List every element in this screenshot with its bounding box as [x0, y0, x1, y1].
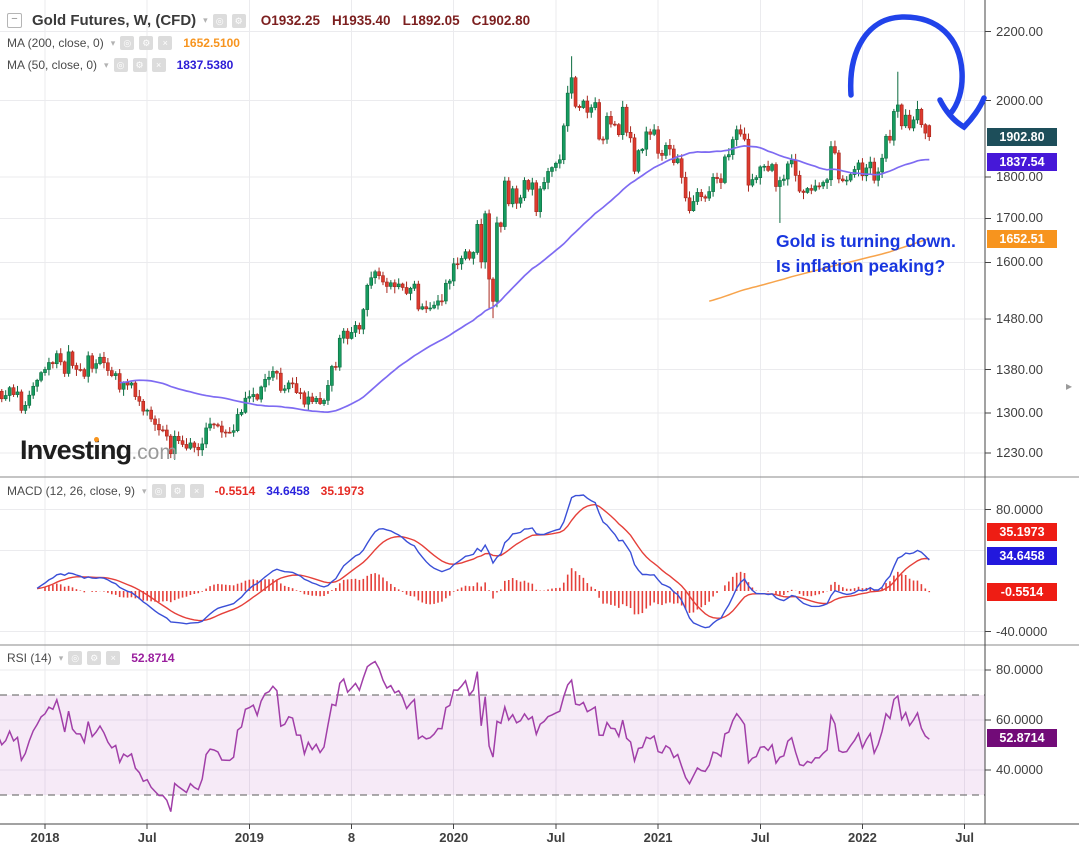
logo-orange-dot: i	[93, 435, 100, 465]
macd-tick-label: 80.0000	[996, 501, 1043, 517]
axis-price-badge: 1837.54	[987, 153, 1057, 172]
close-value: C1902.80	[471, 13, 531, 28]
time-tick-label: 2019	[234, 830, 264, 845]
scroll-right-icon[interactable]: ▸	[1066, 379, 1073, 393]
close-icon[interactable]: ×	[151, 58, 166, 72]
chevron-down-icon[interactable]: ▾	[104, 59, 109, 70]
open-value: O1932.25	[260, 13, 321, 28]
collapse-icon[interactable]: −	[7, 13, 22, 28]
macd-label[interactable]: MACD (12, 26, close, 9)	[7, 484, 136, 498]
price-tick-label: 1480.00	[996, 310, 1043, 326]
eye-icon[interactable]: ◎	[120, 36, 135, 50]
time-tick-label: 2022	[847, 830, 877, 845]
annotation-line1: Gold is turning down.	[776, 231, 956, 251]
symbol-header: − Gold Futures, W, (CFD) ▾ ◎ ⚙ O1932.25 …	[7, 12, 530, 29]
time-tick-label: Jul	[137, 830, 157, 845]
low-value: L1892.05	[402, 13, 460, 28]
chevron-down-icon[interactable]: ▾	[110, 37, 116, 48]
rsi-label[interactable]: RSI (14)	[7, 651, 52, 665]
macd-hist-value: -0.5514	[214, 484, 256, 498]
time-tick-label: Jul	[750, 830, 770, 845]
gear-icon[interactable]: ⚙	[170, 484, 185, 498]
axis-price-badge: 1652.51	[987, 229, 1057, 248]
time-tick-label: 8	[347, 830, 356, 845]
price-tick-label: 1600.00	[996, 254, 1043, 270]
price-tick-label: 2200.00	[996, 23, 1043, 39]
time-tick-label: 2021	[643, 830, 673, 845]
rsi-layer	[0, 660, 930, 812]
close-icon[interactable]: ×	[158, 36, 173, 50]
rsi-value: 52.8714	[131, 651, 175, 665]
moving-averages-layer	[119, 145, 930, 413]
gear-icon[interactable]: ⚙	[231, 13, 246, 28]
chevron-down-icon[interactable]: ▾	[142, 485, 147, 496]
time-tick-label: Jul	[546, 830, 566, 845]
macd-tick-label: -40.0000	[996, 623, 1048, 639]
symbol-title[interactable]: Gold Futures, W, (CFD)	[32, 12, 197, 29]
ma200-label[interactable]: MA (200, close, 0)	[7, 36, 104, 50]
time-tick-label: Jul	[955, 830, 975, 845]
candles-layer	[0, 56, 932, 460]
gridlines-layer	[0, 0, 985, 824]
eye-icon[interactable]: ◎	[212, 13, 227, 28]
ma50-legend-row: MA (50, close, 0) ▾ ◎ ⚙ × 1837.5380	[7, 58, 233, 72]
ma200-legend-row: MA (200, close, 0) ▾ ◎ ⚙ × 1652.5100	[7, 36, 240, 50]
close-icon[interactable]: ×	[189, 484, 204, 498]
axis-price-badge: 52.8714	[987, 728, 1057, 747]
gear-icon[interactable]: ⚙	[87, 651, 102, 665]
price-tick-label: 1300.00	[996, 404, 1043, 420]
annotation-text: Gold is turning down. Is inflation peaki…	[776, 229, 956, 279]
gear-icon[interactable]: ⚙	[132, 58, 147, 72]
close-icon[interactable]: ×	[106, 651, 121, 665]
macd-signal-value: 35.1973	[320, 484, 365, 498]
chevron-down-icon[interactable]: ▾	[58, 652, 64, 663]
annotation-arrow	[847, 14, 987, 131]
price-tick-label: 1700.00	[996, 210, 1043, 226]
axis-price-badge: -0.5514	[987, 582, 1057, 601]
annotation-line2: Is inflation peaking?	[776, 256, 946, 276]
axis-price-badge: 35.1973	[987, 523, 1057, 542]
price-tick-label: 1800.00	[996, 169, 1043, 184]
high-value: H1935.40	[332, 13, 391, 28]
macd-histogram-layer	[44, 568, 931, 615]
time-tick-label: 2020	[439, 830, 469, 845]
ma50-value: 1837.5380	[176, 58, 234, 72]
price-tick-label: 2000.00	[996, 92, 1043, 108]
ma200-value: 1652.5100	[183, 36, 240, 50]
gear-icon[interactable]: ⚙	[139, 36, 154, 50]
rsi-band	[0, 695, 985, 795]
macd-legend-row: MACD (12, 26, close, 9) ▾ ◎ ⚙ × -0.5514 …	[7, 484, 364, 498]
rsi-line	[0, 660, 930, 812]
eye-icon[interactable]: ◎	[151, 484, 166, 498]
price-tick-label: 1230.00	[996, 445, 1043, 461]
eye-icon[interactable]: ◎	[68, 651, 83, 665]
rsi-tick-label: 80.0000	[996, 662, 1043, 677]
rsi-tick-label: 60.0000	[996, 712, 1043, 727]
price-tick-label: 1380.00	[996, 361, 1043, 377]
macd-line	[36, 494, 930, 629]
axis-price-badge: 34.6458	[987, 546, 1057, 565]
rsi-tick-label: 40.0000	[996, 762, 1043, 777]
rsi-legend-row: RSI (14) ▾ ◎ ⚙ × 52.8714	[7, 651, 175, 665]
axis-price-badge: 1902.80	[987, 127, 1057, 146]
ma200-line	[708, 237, 930, 302]
ma50-line	[119, 145, 930, 413]
time-tick-label: 2018	[30, 830, 60, 845]
chevron-down-icon[interactable]: ▾	[203, 15, 208, 25]
eye-icon[interactable]: ◎	[113, 58, 128, 72]
investing-logo: Investing.com	[20, 435, 177, 465]
macd-signal-line	[36, 503, 930, 622]
axes-layer	[0, 0, 1079, 829]
ohlc-values: O1932.25 H1935.40 L1892.05 C1902.80	[261, 13, 531, 28]
macd-lines-layer	[36, 494, 930, 629]
ma50-label[interactable]: MA (50, close, 0)	[7, 58, 98, 72]
macd-line-value: 34.6458	[266, 484, 310, 498]
